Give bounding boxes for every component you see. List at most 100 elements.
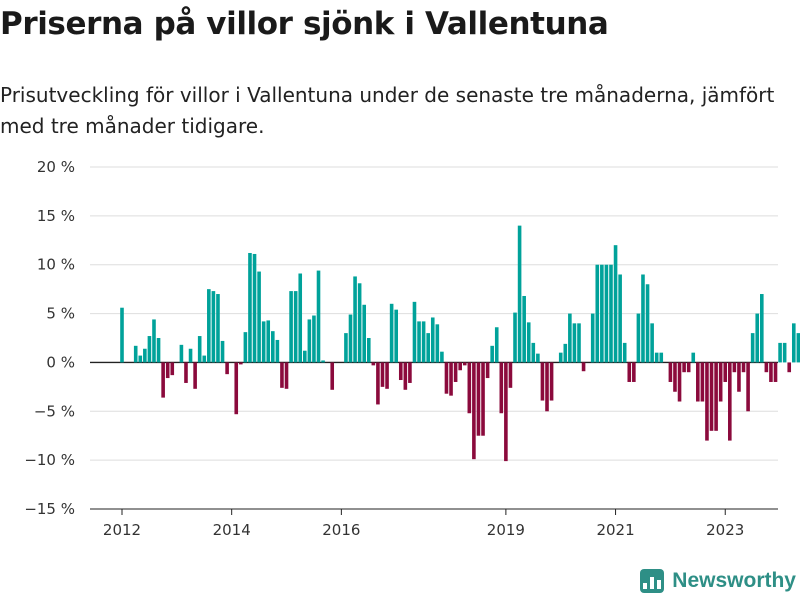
bar [307,319,312,363]
bar [641,274,645,363]
bar [723,362,728,382]
bar [353,276,357,363]
bar [165,362,170,379]
bar [472,362,476,460]
bar [545,362,549,412]
bar [179,344,184,363]
bar [609,264,613,363]
bar [170,362,175,376]
bar [668,362,673,382]
bar [440,351,444,363]
bar [467,362,472,414]
y-tick-label: 0 % [46,353,75,371]
bar [682,362,686,373]
bar [147,336,152,363]
y-tick-label: 5 % [46,305,75,323]
bar [572,323,577,363]
bar [271,331,275,363]
bar [220,340,225,363]
bar [659,352,664,363]
bar [357,283,362,363]
bar [764,362,769,373]
bar [709,362,714,431]
bar [444,362,449,394]
y-tick-label: 10 % [37,256,75,274]
bar [618,274,622,363]
bar [691,352,696,363]
bar [366,338,371,363]
bar [540,362,545,401]
bar [622,342,627,363]
bar [362,304,367,363]
bar [152,319,156,363]
bar [280,362,284,388]
logo-text: Newsworthy [672,569,796,592]
bar [234,362,239,415]
bar [673,362,677,392]
bar [243,332,248,363]
x-tick-label: 2012 [103,521,141,539]
bar [188,348,193,363]
bar [700,362,705,402]
bar [293,291,298,363]
x-tick-label: 2021 [596,521,634,539]
y-tick-label: 15 % [37,207,75,225]
bar [773,362,778,382]
bar [449,362,453,396]
bar [577,323,581,363]
bar [303,350,307,363]
bar [636,313,641,363]
bar [143,348,147,363]
y-tick-label: −5 % [34,402,75,420]
bar [632,362,636,382]
bar [508,362,513,388]
bar [760,294,764,363]
bar [696,362,700,402]
bar [746,362,750,412]
bar [435,324,440,363]
bar [563,343,568,363]
bar [202,355,207,363]
bar [289,291,293,363]
newsworthy-logo: Newsworthy [640,569,796,593]
bar [421,321,426,363]
bar [321,360,325,363]
bar [458,362,462,371]
bar [581,362,586,372]
bar [718,362,723,402]
bar [627,362,632,382]
bar [225,362,229,375]
bar [197,336,202,363]
bar [430,317,435,363]
bar [412,301,417,363]
bar [604,264,609,363]
bar [526,322,531,363]
bar [686,362,691,373]
bar [348,314,353,363]
bar [380,362,385,387]
y-tick-label: −10 % [24,451,75,469]
bar [536,353,540,363]
bar [490,345,494,363]
bar [239,362,243,365]
bar [787,362,792,373]
chart-title: Priserna på villor sjönk i Vallentuna [0,6,609,42]
bar [193,362,197,389]
bar [600,264,604,363]
bar [184,362,188,383]
bar [252,253,257,363]
bar [728,362,732,441]
bar [207,289,211,363]
bar [298,273,303,363]
bar [138,355,143,363]
bar [216,294,220,363]
bar [248,252,252,363]
bar [737,362,741,392]
bar [782,342,787,363]
bar [257,271,261,363]
bar [261,321,266,363]
bar [645,284,650,363]
bar [654,352,659,363]
bar [133,345,138,363]
bar [266,320,271,363]
